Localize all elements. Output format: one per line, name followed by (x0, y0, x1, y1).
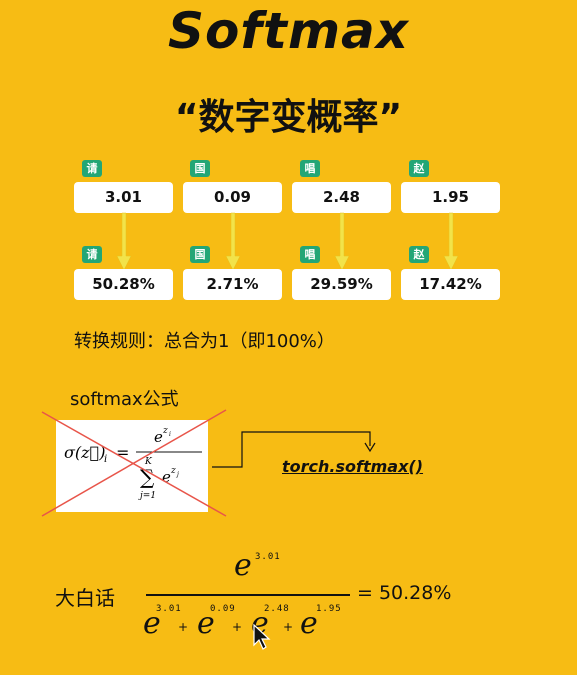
result-value: = 50.28% (357, 582, 452, 604)
plain-label: 大白话 (55, 586, 115, 610)
token-tag: 唱 (300, 246, 320, 263)
fraction-bar (146, 594, 350, 596)
input-value-box: 0.09 (183, 182, 282, 213)
output-prob-box: 2.71% (183, 269, 282, 300)
rule-text: 转换规则：总合为1（即100%） (74, 331, 335, 352)
input-value-box: 1.95 (401, 182, 500, 213)
token-tag: 唱 (300, 160, 320, 177)
token-tag: 国 (190, 160, 210, 177)
numerator-base: e (234, 548, 252, 583)
torch-softmax-link: torch.softmax() (282, 457, 424, 476)
token-tag: 请 (82, 246, 102, 263)
formula-sum-bottom: j=1 (138, 491, 156, 501)
down-arrow-icon (116, 212, 459, 271)
plus-sign: + (232, 620, 243, 634)
formula-svg: σ(z⃗) i = e z i K ∑ j=1 e z j (64, 426, 202, 501)
token-tag: 请 (82, 160, 102, 177)
formula-sum-top: K (144, 457, 153, 467)
denominator-exp: 1.95 (316, 604, 342, 614)
input-value-box: 3.01 (74, 182, 173, 213)
mouse-cursor-icon (253, 623, 271, 650)
numerator-exp: 3.01 (255, 552, 281, 562)
denominator-exp: 3.01 (156, 604, 182, 614)
page-title: Softmax (167, 2, 410, 60)
input-value-box: 2.48 (292, 182, 391, 213)
denominator-exp: 0.09 (210, 604, 236, 614)
plus-sign: + (283, 620, 294, 634)
formula-num-base: e (154, 428, 163, 446)
plus-sign: + (178, 620, 189, 634)
formula-eq: = (116, 443, 129, 462)
token-tag: 国 (190, 246, 210, 263)
connector-arrow (212, 431, 371, 468)
formula-num-exp-sub: i (169, 431, 171, 438)
formula-lhs-sub: i (104, 454, 107, 465)
cross-out-mark (41, 409, 227, 517)
token-tag: 赵 (409, 160, 429, 177)
token-tag: 赵 (409, 246, 429, 263)
formula-num-exp: z (162, 426, 168, 436)
output-prob-box: 29.59% (292, 269, 391, 300)
formula-den-exp: z (170, 466, 176, 476)
denominator-base: e (143, 606, 161, 641)
denominator-exp: 2.48 (264, 604, 290, 614)
output-prob-box: 50.28% (74, 269, 173, 300)
page-subtitle: “数字变概率” (174, 97, 403, 138)
formula-den-exp-sub: j (175, 471, 179, 478)
denominator-base: e (197, 606, 215, 641)
denominator-base: e (300, 606, 318, 641)
formula-den-base: e (162, 468, 171, 486)
formula-lhs: σ(z⃗) (64, 443, 105, 462)
formula-sum-symbol: ∑ (140, 465, 155, 489)
output-prob-box: 17.42% (401, 269, 500, 300)
formula-label: softmax公式 (70, 389, 179, 410)
